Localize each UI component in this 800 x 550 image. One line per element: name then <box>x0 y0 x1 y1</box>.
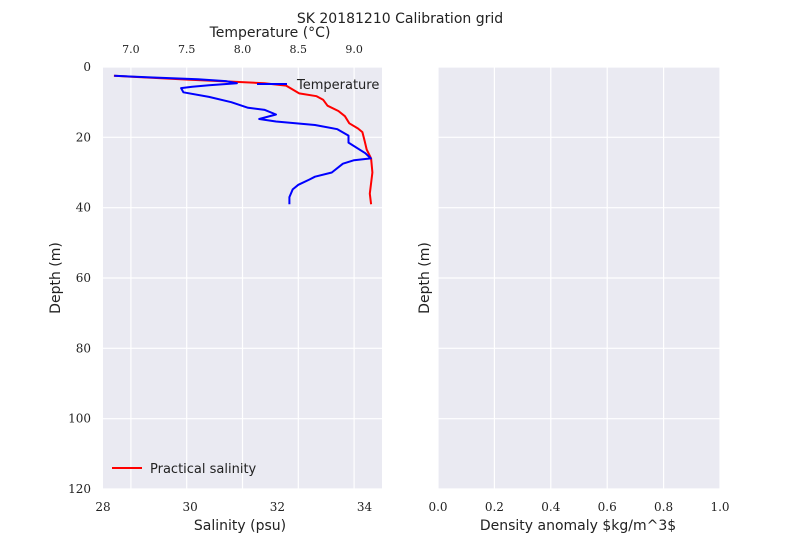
left-x-tick-labels: 28 30 32 34 <box>95 500 372 514</box>
density-panel: 0.0 0.2 0.4 0.6 0.8 1.0 Depth (m) Density ano… <box>417 66 730 534</box>
right-x-tick-label: 0.4 <box>541 500 560 514</box>
salinity-temperature-panel: 0 20 40 60 80 100 120 28 30 32 34 7.0 7.5 8.0 8.5 9.0… <box>48 25 382 534</box>
left-x-axis-label: Salinity (psu) <box>194 518 286 534</box>
right-x-tick-label: 1.0 <box>710 500 729 514</box>
left-y-tick-label: 40 <box>76 201 91 215</box>
figure-title: SK 20181210 Calibration grid <box>297 11 503 27</box>
left-top-x-tick-label: 8.0 <box>234 43 252 56</box>
left-y-tick-labels: 0 20 40 60 80 100 120 <box>68 60 91 496</box>
left-x-tick-label: 30 <box>183 500 198 514</box>
left-top-x-tick-label: 8.5 <box>290 43 308 56</box>
right-x-tick-label: 0.2 <box>485 500 504 514</box>
right-x-tick-label: 0.8 <box>654 500 673 514</box>
salinity-profile-line <box>113 74 374 205</box>
left-x-tick-label: 32 <box>270 500 285 514</box>
right-y-axis-label: Depth (m) <box>417 242 433 314</box>
temperature-legend-label: Temperature <box>296 78 379 93</box>
left-y-tick-label: 80 <box>76 341 91 355</box>
right-x-axis-label: Density anomaly $kg/m^3$ <box>480 518 676 534</box>
temperature-legend: Temperature <box>257 78 379 93</box>
left-y-tick-label: 60 <box>76 271 91 285</box>
right-gridlines <box>437 66 721 490</box>
left-y-tick-label: 120 <box>68 482 91 496</box>
left-y-tick-label: 100 <box>68 412 91 426</box>
salinity-legend-label: Practical salinity <box>150 462 257 477</box>
right-x-tick-label: 0.0 <box>428 500 447 514</box>
left-top-x-tick-label: 9.0 <box>345 43 363 56</box>
left-series-group <box>113 74 374 205</box>
left-x-tick-label: 28 <box>95 500 110 514</box>
left-y-axis-label: Depth (m) <box>48 242 64 314</box>
left-y-tick-label: 20 <box>76 130 91 144</box>
left-top-x-axis-label: Temperature (°C) <box>209 25 331 41</box>
left-top-x-tick-label: 7.0 <box>122 43 140 56</box>
left-gridlines <box>103 66 382 490</box>
left-top-x-tick-labels: 7.0 7.5 8.0 8.5 9.0 <box>122 43 363 56</box>
right-x-tick-label: 0.6 <box>598 500 617 514</box>
left-top-x-tick-label: 7.5 <box>178 43 196 56</box>
left-x-tick-label: 34 <box>357 500 373 514</box>
salinity-legend: Practical salinity <box>112 462 257 477</box>
left-y-tick-label: 0 <box>83 60 91 74</box>
right-x-tick-labels: 0.0 0.2 0.4 0.6 0.8 1.0 <box>428 500 729 514</box>
temperature-profile-line <box>114 74 372 205</box>
